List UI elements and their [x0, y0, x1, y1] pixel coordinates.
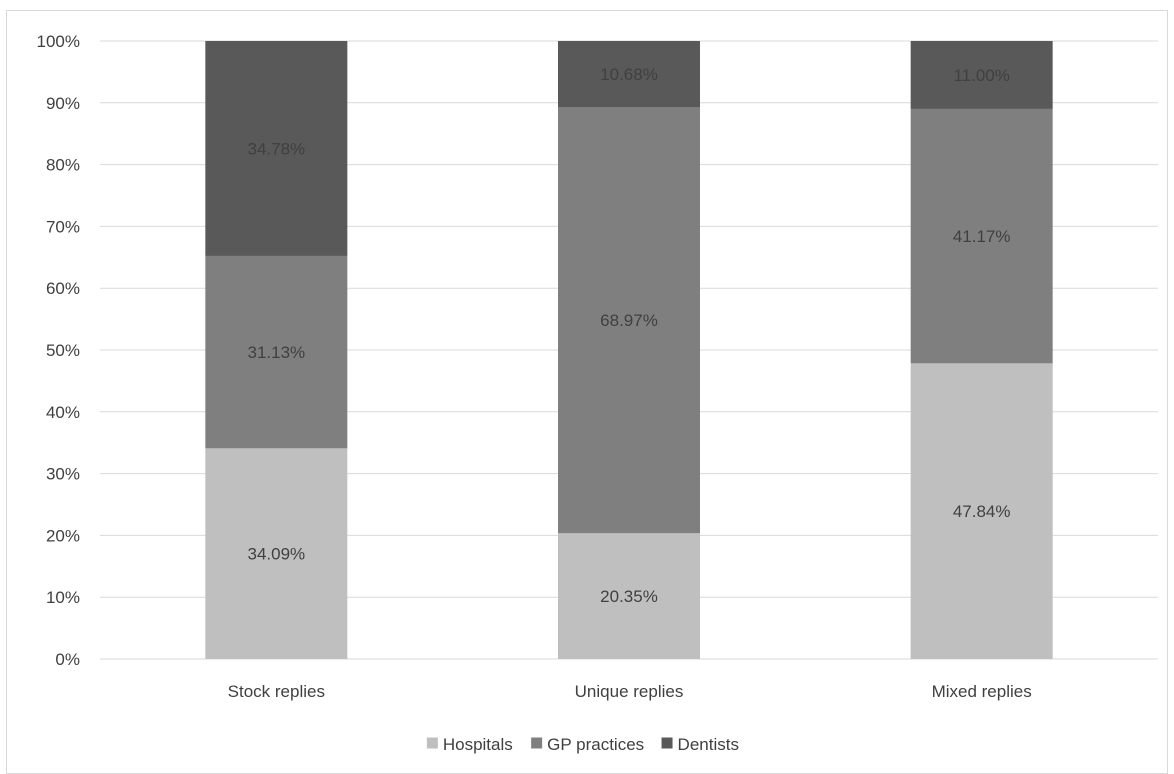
bar-segment-hospitals	[205, 448, 348, 659]
bar-segment-gp-practices	[910, 108, 1053, 364]
y-axis: 0% 10% 20% 30% 40% 50% 60% 70% 80% 90% 100%	[37, 32, 80, 669]
legend-label: Dentists	[678, 735, 739, 754]
data-label: 34.09%	[247, 545, 305, 564]
x-axis: Stock replies Unique replies Mixed replies	[228, 682, 1032, 701]
y-tick-label: 70%	[46, 217, 80, 236]
y-tick-label: 60%	[46, 279, 80, 298]
bar-segment-gp-practices	[205, 255, 348, 449]
legend-swatch	[426, 737, 438, 749]
legend-item: Hospitals	[426, 735, 513, 754]
bar-segment-hospitals	[910, 363, 1053, 659]
y-tick-label: 100%	[37, 32, 80, 51]
x-tick-label: Unique replies	[575, 682, 684, 701]
bar-segment-hospitals	[558, 533, 700, 659]
legend-swatch	[531, 737, 543, 749]
legend-item: GP practices	[531, 735, 644, 754]
data-label: 41.17%	[953, 227, 1011, 246]
legend: Hospitals GP practices Dentists	[426, 735, 739, 754]
y-tick-label: 10%	[46, 588, 80, 607]
legend-swatch	[661, 737, 673, 749]
y-tick-label: 40%	[46, 403, 80, 422]
data-label: 11.00%	[953, 66, 1009, 85]
x-tick-label: Mixed replies	[932, 682, 1032, 701]
legend-label: GP practices	[547, 735, 644, 754]
data-label: 20.35%	[600, 587, 658, 606]
bar-segment-dentists	[205, 41, 348, 256]
legend-label: Hospitals	[443, 735, 513, 754]
data-label: 34.78%	[247, 139, 305, 158]
data-label: 10.68%	[600, 65, 658, 84]
y-tick-label: 0%	[55, 650, 80, 669]
legend-item: Dentists	[661, 735, 739, 754]
y-tick-label: 80%	[46, 156, 80, 175]
data-label: 68.97%	[600, 311, 658, 330]
y-tick-label: 90%	[46, 94, 80, 113]
y-tick-label: 50%	[46, 341, 80, 360]
bar-segment-dentists	[558, 41, 700, 108]
bar-segment-dentists	[910, 41, 1053, 109]
y-tick-label: 30%	[46, 465, 80, 484]
data-label: 31.13%	[247, 343, 305, 362]
data-label: 47.84%	[953, 502, 1011, 521]
y-tick-label: 20%	[46, 526, 80, 545]
x-tick-label: Stock replies	[228, 682, 325, 701]
bars: 34.09% 31.13% 34.78% 20.35% 68.97% 10.68% 47.8…	[205, 41, 1053, 659]
bar-segment-gp-practices	[558, 107, 700, 534]
